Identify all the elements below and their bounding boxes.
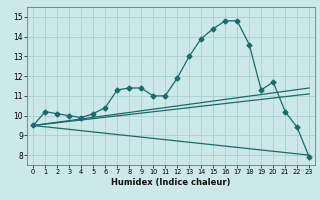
X-axis label: Humidex (Indice chaleur): Humidex (Indice chaleur) [111,178,231,187]
